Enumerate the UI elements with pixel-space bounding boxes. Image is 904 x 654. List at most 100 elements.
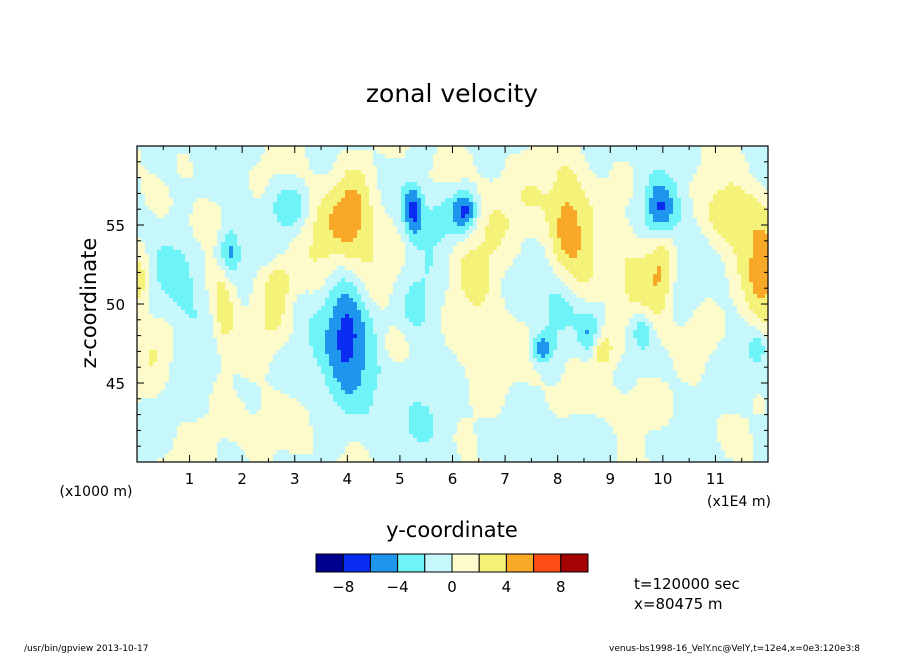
contour-cell — [225, 226, 230, 231]
contour-cell — [469, 178, 474, 183]
contour-cell — [585, 218, 590, 223]
contour-cell — [401, 238, 406, 243]
contour-cell — [593, 262, 598, 267]
contour-cell — [685, 166, 690, 171]
contour-cell — [605, 246, 610, 251]
contour-cell — [185, 258, 190, 263]
contour-cell — [149, 234, 154, 239]
contour-cell — [285, 182, 290, 187]
contour-cell — [233, 258, 238, 263]
contour-cell — [381, 150, 386, 155]
contour-cell — [657, 190, 662, 195]
contour-cell — [485, 222, 490, 227]
contour-cell — [421, 254, 426, 259]
contour-cell — [601, 146, 606, 151]
contour-cell — [209, 206, 214, 211]
contour-cell — [257, 262, 262, 267]
contour-cell — [741, 246, 746, 251]
contour-cell — [653, 218, 658, 223]
contour-cell — [741, 198, 746, 203]
contour-cell — [217, 186, 222, 191]
contour-cell — [725, 166, 730, 171]
contour-cell — [509, 170, 514, 175]
contour-cell — [377, 194, 382, 199]
contour-cell — [745, 182, 750, 187]
contour-cell — [757, 234, 762, 239]
contour-cell — [657, 222, 662, 227]
contour-cell — [217, 254, 222, 259]
contour-cell — [733, 174, 738, 179]
contour-cell — [553, 190, 558, 195]
contour-cell — [601, 158, 606, 163]
contour-cell — [497, 178, 502, 183]
contour-cell — [565, 230, 570, 235]
contour-cell — [653, 210, 658, 215]
contour-cell — [325, 194, 330, 199]
contour-cell — [673, 242, 678, 247]
contour-cell — [681, 146, 686, 151]
contour-cell — [505, 202, 510, 207]
contour-cell — [281, 194, 286, 199]
contour-cell — [401, 262, 406, 267]
contour-cell — [413, 174, 418, 179]
contour-cell — [637, 186, 642, 191]
contour-cell — [161, 258, 166, 263]
contour-cell — [217, 242, 222, 247]
contour-cell — [281, 170, 286, 175]
contour-cell — [721, 226, 726, 231]
contour-cell — [465, 166, 470, 171]
contour-cell — [509, 242, 514, 247]
contour-cell — [665, 222, 670, 227]
contour-cell — [653, 194, 658, 199]
contour-cell — [497, 238, 502, 243]
contour-cell — [489, 178, 494, 183]
contour-cell — [637, 146, 642, 151]
contour-cell — [525, 266, 530, 271]
contour-cell — [373, 254, 378, 259]
contour-cell — [397, 158, 402, 163]
contour-cell — [229, 150, 234, 155]
contour-cell — [165, 266, 170, 271]
contour-cell — [389, 254, 394, 259]
contour-cell — [269, 170, 274, 175]
contour-cell — [757, 182, 762, 187]
contour-cell — [401, 166, 406, 171]
contour-cell — [209, 266, 214, 271]
contour-cell — [333, 254, 338, 259]
contour-cell — [245, 246, 250, 251]
contour-cell — [545, 190, 550, 195]
contour-cell — [673, 190, 678, 195]
contour-cell — [537, 262, 542, 267]
contour-cell — [569, 214, 574, 219]
contour-cell — [485, 154, 490, 159]
contour-cell — [621, 238, 626, 243]
contour-cell — [653, 186, 658, 191]
contour-cell — [477, 226, 482, 231]
contour-cell — [481, 242, 486, 247]
contour-cell — [521, 178, 526, 183]
contour-cell — [229, 270, 234, 275]
contour-cell — [449, 162, 454, 167]
contour-cell — [465, 258, 470, 263]
contour-cell — [473, 158, 478, 163]
contour-cell — [329, 210, 334, 215]
contour-cell — [437, 222, 442, 227]
contour-cell — [633, 234, 638, 239]
contour-cell — [697, 230, 702, 235]
contour-cell — [725, 238, 730, 243]
contour-cell — [577, 146, 582, 151]
contour-cell — [373, 226, 378, 231]
contour-cell — [729, 162, 734, 167]
contour-cell — [373, 162, 378, 167]
contour-cell — [281, 174, 286, 179]
contour-cell — [361, 250, 366, 255]
contour-cell — [405, 182, 410, 187]
contour-cell — [281, 238, 286, 243]
contour-cell — [573, 154, 578, 159]
contour-cell — [681, 194, 686, 199]
contour-cell — [177, 246, 182, 251]
contour-cell — [329, 158, 334, 163]
contour-cell — [617, 146, 622, 151]
contour-cell — [665, 194, 670, 199]
contour-cell — [681, 222, 686, 227]
